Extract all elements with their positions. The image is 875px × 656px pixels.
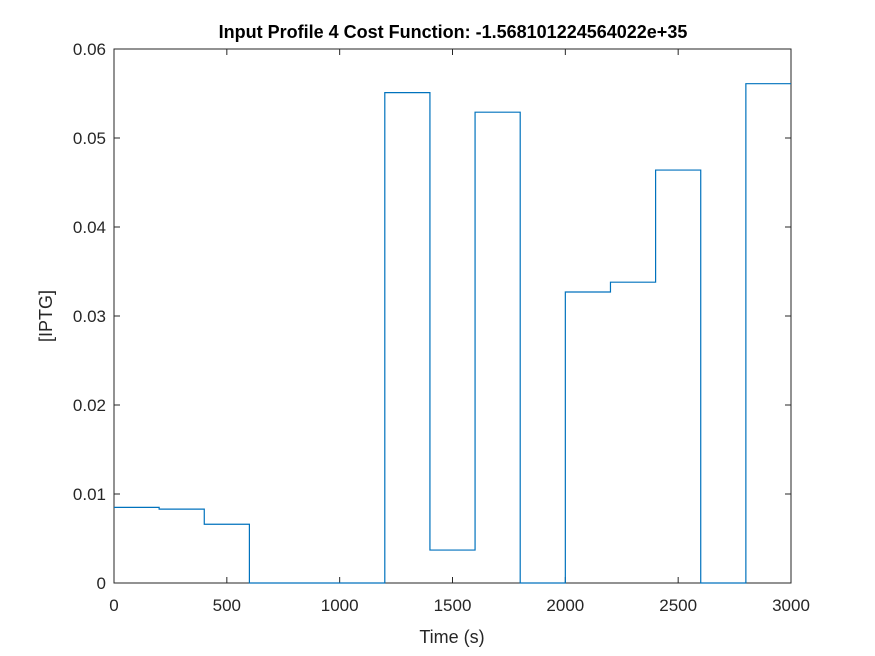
y-tick-label: 0.06	[73, 40, 106, 59]
y-tick-label: 0.04	[73, 218, 106, 237]
y-tick-label: 0.02	[73, 396, 106, 415]
chart-title: Input Profile 4 Cost Function: -1.568101…	[219, 22, 688, 42]
x-tick-label: 2500	[659, 596, 697, 615]
x-tick-label: 0	[109, 596, 118, 615]
y-axis-label: [IPTG]	[36, 290, 56, 342]
y-tick-label: 0.03	[73, 307, 106, 326]
x-tick-label: 500	[213, 596, 241, 615]
axes-box	[113, 48, 792, 584]
x-axis-label: Time (s)	[419, 627, 484, 647]
y-tick-label: 0.05	[73, 129, 106, 148]
y-tick-label: 0	[97, 574, 106, 593]
x-tick-label: 2000	[546, 596, 584, 615]
x-tick-label: 1500	[434, 596, 472, 615]
series-line	[114, 83, 791, 584]
y-tick-label: 0.01	[73, 485, 106, 504]
x-tick-label: 3000	[772, 596, 810, 615]
x-tick-label: 1000	[321, 596, 359, 615]
plot-area: 0 500 1000 1500 2000 2500 3000 0 0.01 0.02 0.03 0.0…	[73, 40, 810, 615]
